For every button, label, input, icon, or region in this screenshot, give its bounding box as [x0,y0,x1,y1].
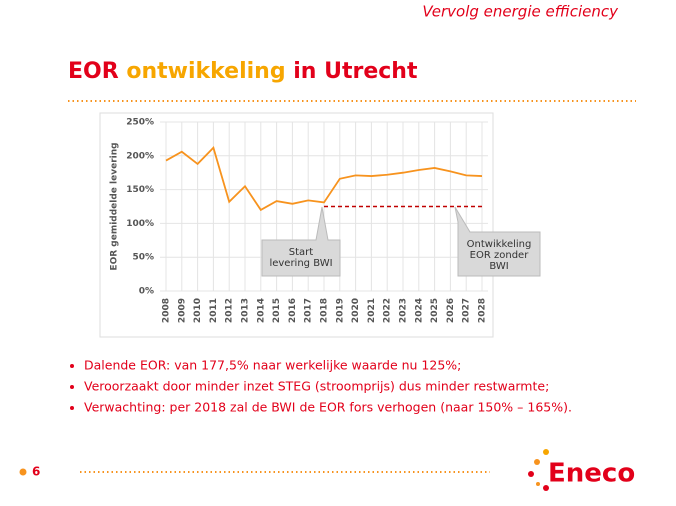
x-tick-label: 2027 [462,298,472,323]
x-tick-label: 2010 [193,298,203,323]
x-tick-label: 2024 [414,298,424,323]
x-tick-label: 2017 [304,298,314,323]
x-tick-label: 2018 [320,298,330,323]
x-tick-label: 2013 [241,298,251,323]
x-tick-label: 2014 [256,298,266,323]
y-tick-label: 100% [126,219,154,229]
x-tick-label: 2020 [351,298,361,323]
bullets: Dalende EOR: van 177,5% naar werkelijke … [70,358,572,415]
y-tick-label: 50% [132,253,154,263]
logo: Eneco [528,449,635,491]
x-tick-label: 2021 [367,298,377,323]
y-tick-label: 250% [126,118,154,128]
annotation: Ontwikkeling EOR zonder BWI [467,239,532,272]
x-tick-label: 2019 [335,298,345,323]
x-tick-label: 2012 [225,298,235,323]
x-tick-label: 2008 [162,298,172,323]
annotation: Start levering BWI [269,247,332,269]
x-tick-label: 2011 [209,298,219,323]
x-tick-label: 2023 [399,298,409,323]
title-part: EOR [68,59,126,84]
x-tick-label: 2016 [288,298,298,323]
x-tick-label: 2015 [272,298,282,323]
page-number: 6 [32,465,40,479]
title: EOR ontwikkeling in Utrecht [68,59,418,84]
page-dot [19,468,27,476]
bullet: Dalende EOR: van 177,5% naar werkelijke … [84,358,461,373]
chart: 0% 50% 100% 150% 200% 250% EOR gemiddelde leve… [110,118,488,323]
y-tick-label: 150% [126,185,154,195]
bullet: Veroorzaakt door minder inzet STEG (stro… [84,379,549,394]
callout: Start levering BWI Ontwikkeling EOR zonder… [261,206,541,277]
header: Vervolg energie efficiency [422,3,619,21]
title-part: ontwikkeling [126,59,285,84]
x-tick-label: 2028 [478,298,488,323]
chart-frame [99,112,494,338]
y-axis-label: EOR gemiddelde levering [110,142,120,270]
x-tick-label: 2025 [430,298,440,323]
x-tick-label: 2026 [446,298,456,323]
y-tick-label: 200% [126,151,154,161]
logo-text: Eneco [548,459,635,489]
y-tick-label: 0% [139,287,154,297]
line [165,145,483,212]
x-tick-label: 2022 [383,298,393,323]
x-tick-label: 2009 [177,298,187,323]
title-part: in Utrecht [286,59,418,84]
bullet: Verwachting: per 2018 zal de BWI de EOR … [84,400,572,415]
